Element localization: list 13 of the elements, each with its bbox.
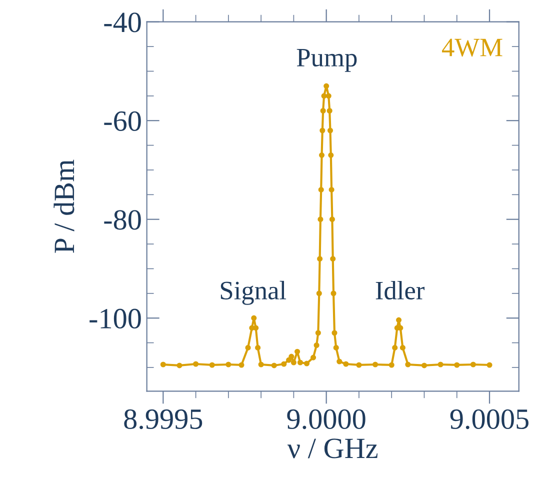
x-axis-title: ν / GHz xyxy=(287,438,378,458)
x-tick-label: 9.0000 xyxy=(287,409,366,430)
annotation: Idler xyxy=(376,280,424,300)
annotation: Pump xyxy=(296,48,357,72)
annotation: Signal xyxy=(220,280,286,305)
y-tick-label: -100 xyxy=(90,308,141,328)
x-tick-label: 9.0005 xyxy=(450,409,528,430)
y-axis-title: P / dBm xyxy=(54,160,74,253)
x-tick-label: 8.9995 xyxy=(124,409,202,430)
text: 4WM xyxy=(442,38,502,57)
y-tick-label: -80 xyxy=(104,210,141,230)
y-tick-label: -60 xyxy=(104,111,141,132)
y-tick-label: -40 xyxy=(104,12,141,32)
